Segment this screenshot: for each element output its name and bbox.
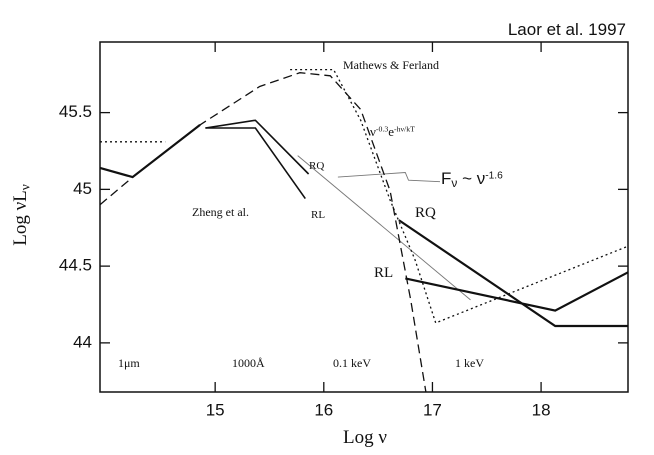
line (205, 119, 310, 175)
annotation: RQ (415, 205, 436, 221)
text-part: -0.3 (376, 124, 388, 133)
text-part: F (441, 169, 451, 188)
text-part: RL (374, 265, 393, 281)
annotation: RQ (309, 160, 324, 172)
x-tick-label: 15 (206, 400, 225, 419)
y-tick-label: 45 (73, 179, 92, 198)
annotation: RL (374, 265, 393, 281)
y-axis-label: Log νLν​ (10, 184, 32, 246)
text-part: RQ (309, 160, 324, 172)
y-tick-label: 44.5 (59, 256, 92, 275)
line (297, 155, 471, 301)
annotation: 1μm (118, 356, 140, 370)
annotation: Zheng et al. (192, 205, 249, 219)
text-part: RL (311, 209, 325, 221)
text-part: ν (18, 184, 33, 190)
annotation: 1 keV (455, 356, 484, 370)
line (398, 219, 628, 328)
annotation: Laor et al. 1997 (508, 20, 626, 39)
line (290, 68, 629, 324)
text-part: Log νL (10, 190, 31, 246)
annotation: 0.1 keV (333, 356, 371, 370)
text-part: 1000Å (232, 356, 265, 370)
text-part: Laor et al. 1997 (508, 20, 626, 39)
y-tick-label: 44 (73, 332, 92, 351)
annotation: ν-0.3​e-hν/kT​ (370, 124, 415, 139)
y-tick-label: 45.5 (59, 102, 92, 121)
annotation: Mathews & Ferland (343, 58, 439, 72)
plot-frame (99, 41, 629, 393)
text-part: ν (451, 176, 457, 190)
line (337, 172, 441, 183)
text-part: Mathews & Ferland (343, 58, 439, 72)
annotation: RL (311, 209, 325, 221)
text-part: 1 keV (455, 356, 484, 370)
text-part: 0.1 keV (333, 356, 371, 370)
text-part: Log ν (343, 427, 387, 448)
text-part: -1.6 (485, 170, 503, 181)
text-part: ν (370, 124, 376, 139)
text-part: RQ (415, 205, 436, 221)
line (205, 127, 306, 200)
x-axis-label: Log ν (343, 427, 387, 448)
text-part: -hν/kT (394, 124, 415, 133)
annotation: 1000Å (232, 356, 265, 370)
x-tick-label: 16 (314, 400, 333, 419)
line (99, 124, 201, 179)
text-part: e (388, 124, 394, 139)
line (405, 271, 629, 312)
line (99, 72, 427, 393)
x-tick-label: 18 (532, 400, 551, 419)
annotation: Fν​ ~ ν-1.6​ (441, 169, 503, 190)
text-part: ~ ν (457, 169, 485, 188)
x-tick-label: 17 (423, 400, 442, 419)
text-part: 1μm (118, 356, 140, 370)
text-part: Zheng et al. (192, 205, 249, 219)
